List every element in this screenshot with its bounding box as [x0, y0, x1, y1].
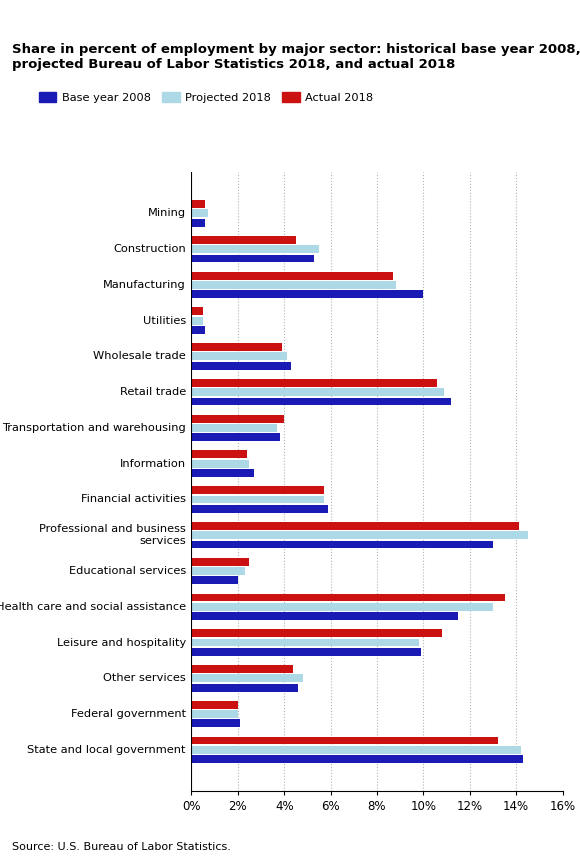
Bar [191, 541, 493, 549]
Bar [191, 567, 245, 575]
Bar [191, 316, 203, 324]
Bar [191, 720, 240, 728]
Bar [191, 576, 238, 584]
Bar [191, 522, 519, 530]
Bar [191, 415, 284, 422]
Bar [191, 755, 523, 763]
Bar [191, 236, 296, 243]
Bar [191, 684, 298, 691]
Bar [191, 665, 293, 673]
Bar [191, 379, 437, 387]
Bar [191, 558, 249, 566]
Bar [191, 353, 287, 360]
Bar [191, 218, 205, 227]
Bar [191, 291, 423, 298]
Bar [191, 460, 249, 468]
Bar [191, 281, 396, 289]
Bar [191, 736, 498, 745]
Bar [191, 307, 203, 316]
Bar [191, 648, 421, 656]
Text: projected Bureau of Labor Statistics 2018, and actual 2018: projected Bureau of Labor Statistics 201… [12, 58, 455, 71]
Bar [191, 200, 205, 208]
Bar [191, 272, 393, 280]
Bar [191, 469, 254, 477]
Bar [191, 362, 291, 370]
Bar [191, 603, 493, 611]
Bar [191, 505, 328, 513]
Bar [191, 433, 280, 441]
Text: Source: U.S. Bureau of Labor Statistics.: Source: U.S. Bureau of Labor Statistics. [12, 842, 230, 851]
Bar [191, 593, 505, 601]
Bar [191, 630, 442, 637]
Bar [191, 701, 238, 709]
Bar [191, 746, 521, 753]
Bar [191, 639, 419, 647]
Bar [191, 424, 277, 432]
Text: Share in percent of employment by major sector: historical base year 2008,: Share in percent of employment by major … [12, 43, 580, 56]
Bar [191, 612, 458, 620]
Bar [191, 495, 324, 503]
Bar [191, 343, 282, 351]
Legend: Base year 2008, Projected 2018, Actual 2018: Base year 2008, Projected 2018, Actual 2… [35, 88, 378, 108]
Bar [191, 710, 238, 718]
Bar [191, 531, 528, 539]
Bar [191, 397, 451, 405]
Bar [191, 451, 247, 458]
Bar [191, 255, 314, 262]
Bar [191, 210, 208, 218]
Bar [191, 326, 205, 334]
Bar [191, 674, 303, 682]
Bar [191, 388, 444, 396]
Bar [191, 486, 324, 494]
Bar [191, 245, 319, 253]
